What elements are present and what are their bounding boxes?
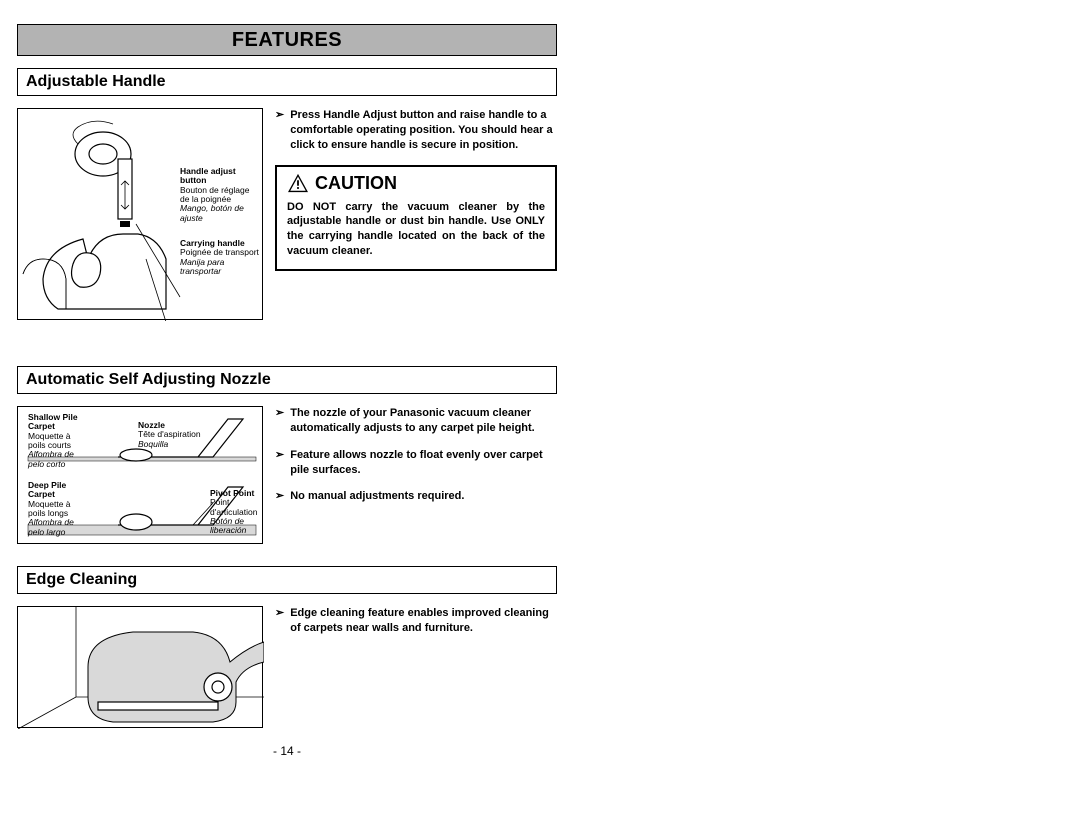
label-handle-adjust-en: Handle adjust button: [180, 167, 260, 186]
handle-row: Handle adjust button Bouton de réglage d…: [17, 108, 557, 320]
label-pivot-es: Botón de liberación: [210, 517, 262, 536]
nozzle-bullet-1-text: The nozzle of your Panasonic vacuum clea…: [290, 406, 557, 436]
handle-bullet-1-text: Press Handle Adjust button and raise han…: [290, 108, 557, 153]
edge-illustration: [17, 606, 263, 728]
caution-label: CAUTION: [315, 173, 397, 194]
bullet-arrow-icon: ➢: [275, 448, 284, 478]
nozzle-bullet-2: ➢ Feature allows nozzle to float evenly …: [275, 448, 557, 478]
section-header-nozzle: Automatic Self Adjusting Nozzle: [17, 366, 557, 394]
label-handle-adjust-es: Mango, botón de ajuste: [180, 204, 260, 223]
label-handle-adjust: Handle adjust button Bouton de réglage d…: [180, 167, 260, 223]
label-pivot: Pivot Point Point d'articulation Botón d…: [210, 489, 262, 536]
nozzle-illustration: Shallow Pile Carpet Moquette à poils cou…: [17, 406, 263, 544]
nozzle-bullet-3: ➢ No manual adjustments required.: [275, 489, 557, 504]
label-shallow-en: Shallow Pile Carpet: [28, 413, 86, 432]
label-carrying-handle: Carrying handle Poignée de transport Man…: [180, 239, 260, 276]
label-shallow-fr: Moquette à poils courts: [28, 432, 86, 451]
edge-text-col: ➢ Edge cleaning feature enables improved…: [275, 606, 557, 728]
bullet-arrow-icon: ➢: [275, 108, 284, 153]
label-shallow-es: Alfombra de pelo corto: [28, 450, 86, 469]
handle-illustration: Handle adjust button Bouton de réglage d…: [17, 108, 263, 320]
label-deep-fr: Moquette à poils longs: [28, 500, 86, 519]
bullet-arrow-icon: ➢: [275, 489, 284, 504]
section-title-edge: Edge Cleaning: [26, 571, 137, 589]
nozzle-bullet-3-text: No manual adjustments required.: [290, 489, 464, 504]
handle-text-col: ➢ Press Handle Adjust button and raise h…: [275, 108, 557, 320]
manual-page: FEATURES Adjustable Handle: [17, 24, 557, 758]
bullet-arrow-icon: ➢: [275, 406, 284, 436]
edge-row: ➢ Edge cleaning feature enables improved…: [17, 606, 557, 728]
section-header-edge: Edge Cleaning: [17, 566, 557, 594]
nozzle-row: Shallow Pile Carpet Moquette à poils cou…: [17, 406, 557, 544]
section-title-nozzle: Automatic Self Adjusting Nozzle: [26, 371, 271, 389]
page-number: - 14 -: [17, 744, 557, 758]
handle-bullet-1: ➢ Press Handle Adjust button and raise h…: [275, 108, 557, 153]
caution-box: CAUTION DO NOT carry the vacuum cleaner …: [275, 165, 557, 271]
features-title: FEATURES: [232, 29, 342, 52]
nozzle-bullet-1: ➢ The nozzle of your Panasonic vacuum cl…: [275, 406, 557, 436]
nozzle-text-col: ➢ The nozzle of your Panasonic vacuum cl…: [275, 406, 557, 544]
features-header: FEATURES: [17, 24, 557, 56]
label-nozzle: Nozzle Tête d'aspiration Boquilla: [138, 421, 218, 449]
label-carrying-es: Manija para transportar: [180, 258, 260, 277]
label-deep-en: Deep Pile Carpet: [28, 481, 86, 500]
caution-header: CAUTION: [287, 173, 545, 194]
label-shallow: Shallow Pile Carpet Moquette à poils cou…: [28, 413, 86, 469]
label-deep-es: Alfombra de pelo largo: [28, 518, 86, 537]
label-deep: Deep Pile Carpet Moquette à poils longs …: [28, 481, 86, 537]
label-nozzle-es: Boquilla: [138, 440, 218, 449]
label-pivot-fr: Point d'articulation: [210, 498, 262, 517]
section-header-handle: Adjustable Handle: [17, 68, 557, 96]
warning-triangle-icon: [287, 173, 309, 193]
edge-bullet-1-text: Edge cleaning feature enables improved c…: [290, 606, 557, 636]
section-title-handle: Adjustable Handle: [26, 73, 166, 91]
edge-bullet-1: ➢ Edge cleaning feature enables improved…: [275, 606, 557, 636]
label-handle-adjust-fr: Bouton de réglage de la poignée: [180, 186, 260, 205]
nozzle-bullet-2-text: Feature allows nozzle to float evenly ov…: [290, 448, 557, 478]
bullet-arrow-icon: ➢: [275, 606, 284, 636]
caution-body: DO NOT carry the vacuum cleaner by the a…: [287, 200, 545, 259]
